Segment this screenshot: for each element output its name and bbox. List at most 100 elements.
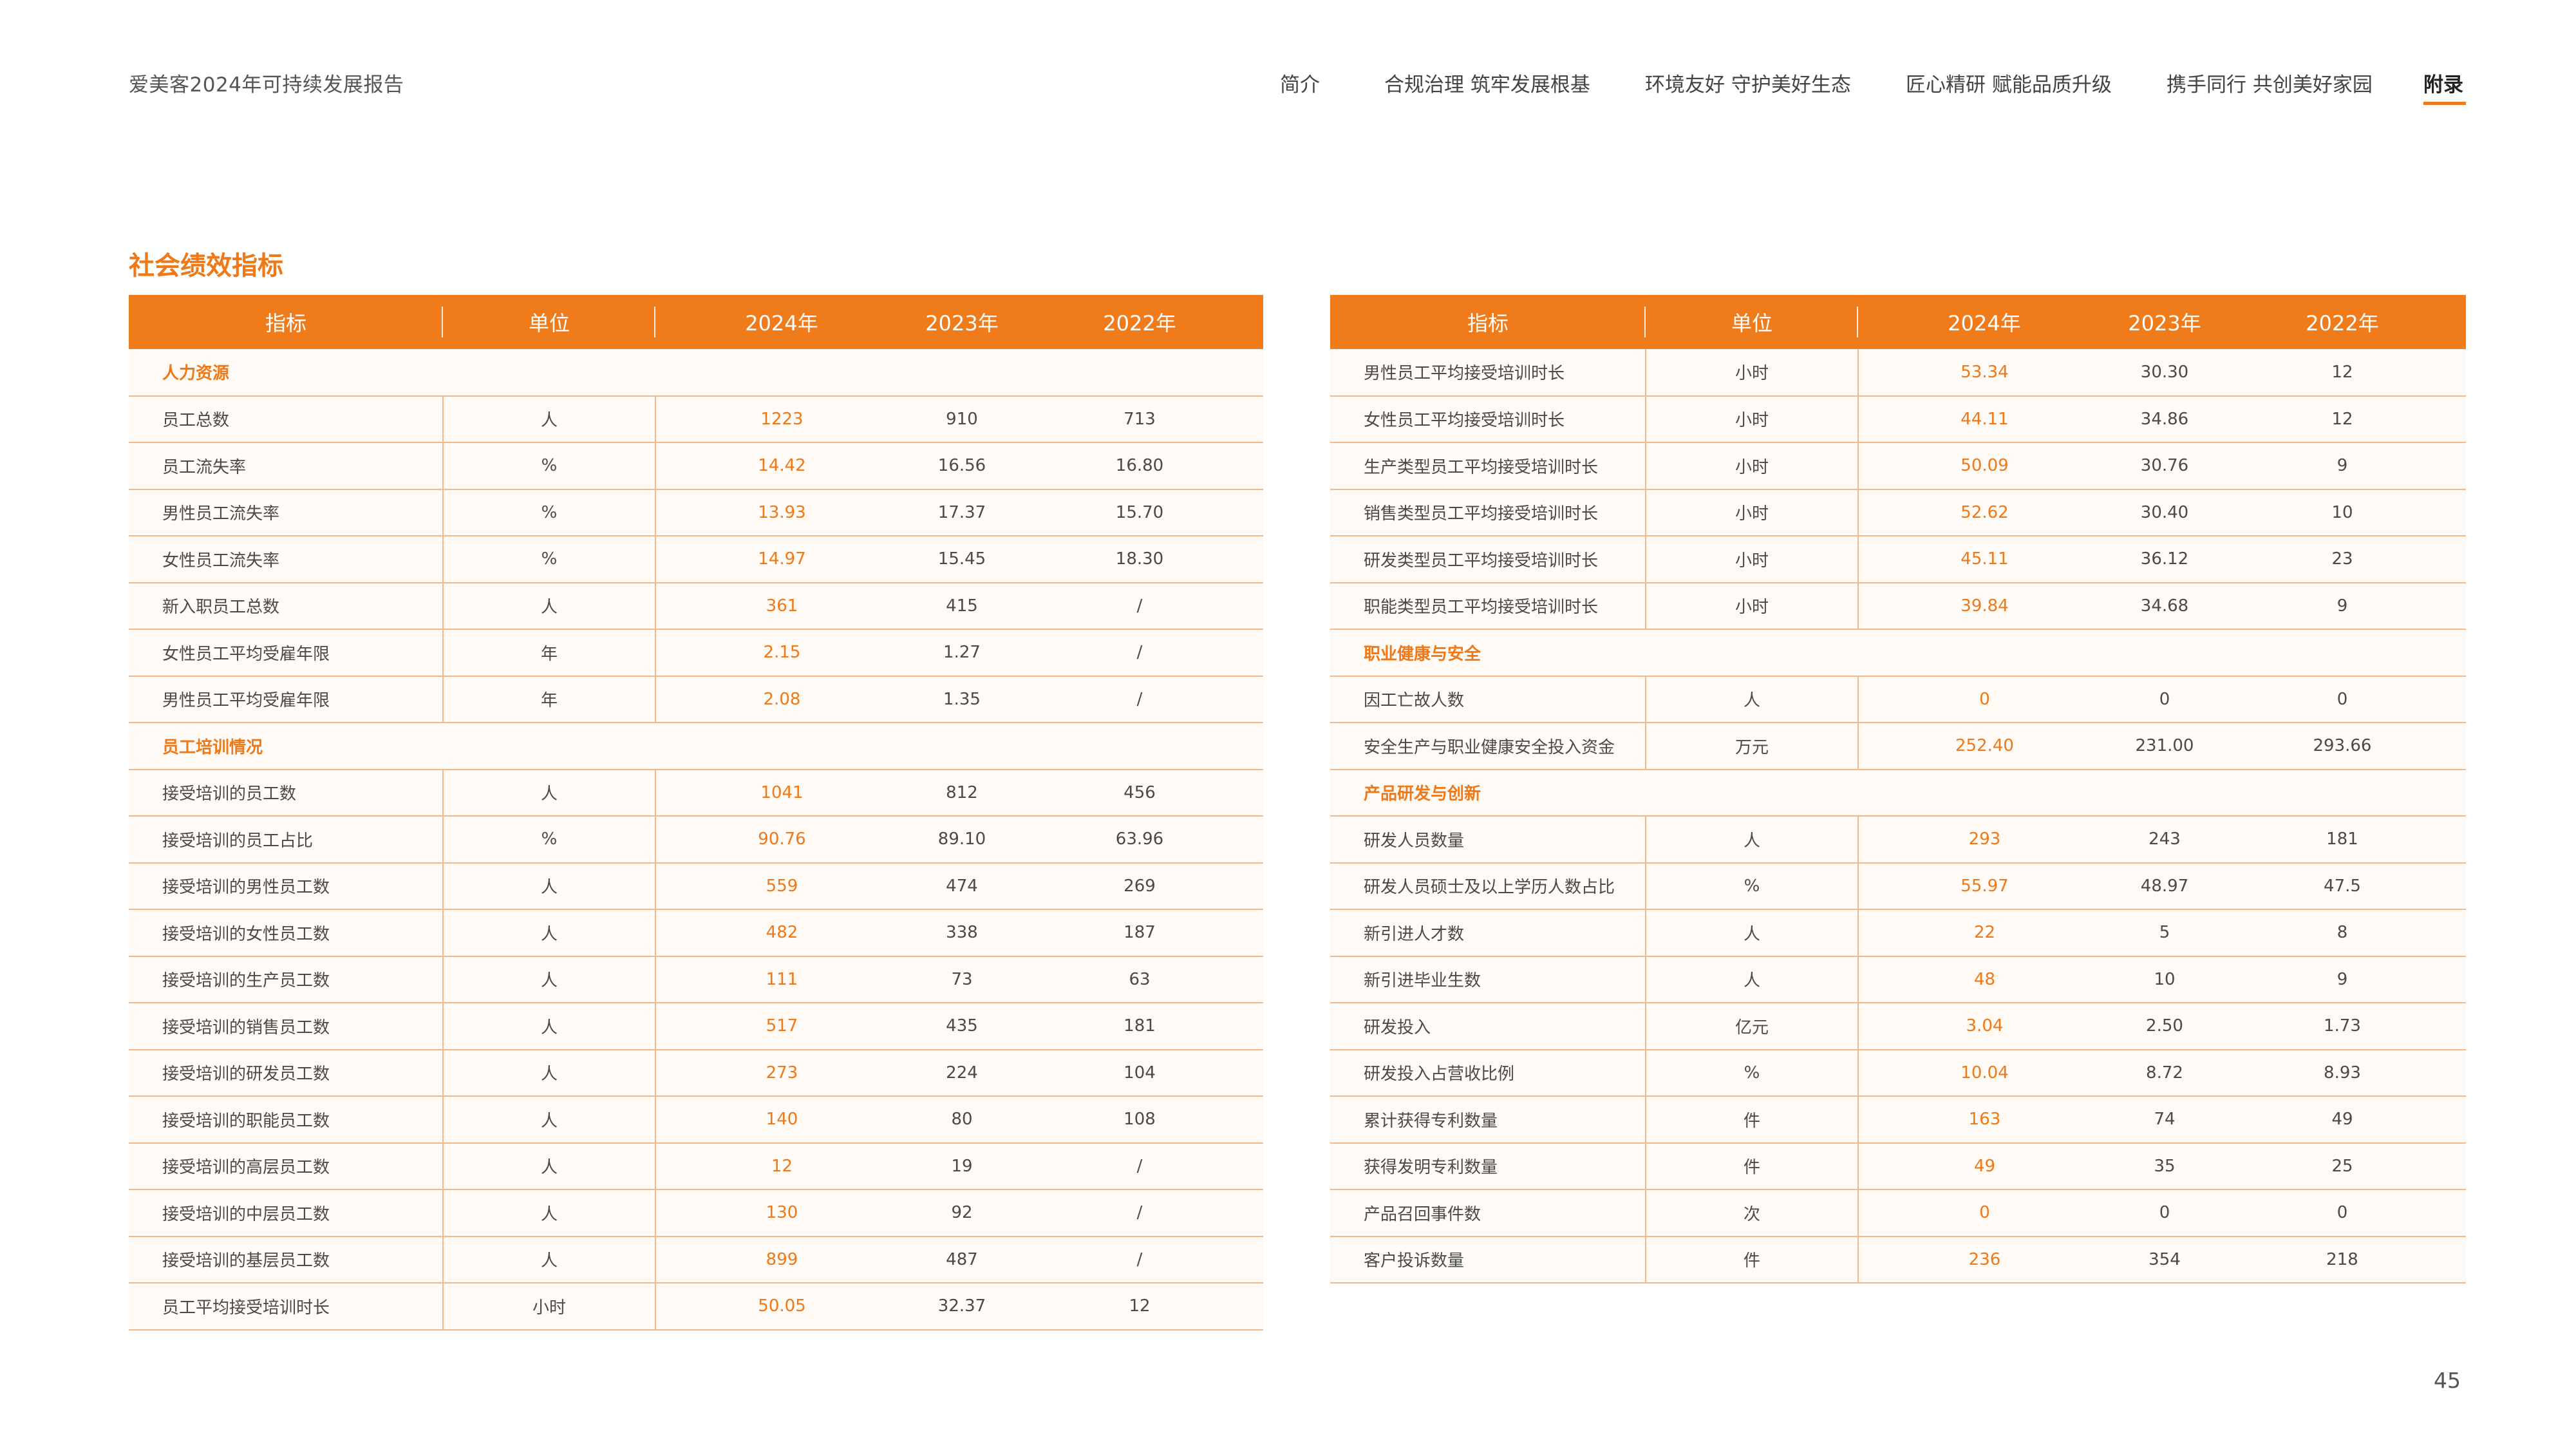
value-2024-cell: 1223	[655, 395, 908, 443]
table-row: 男性员工平均接受培训时长 小时 53.34 30.30 12	[1330, 349, 2466, 397]
category-label: 职业健康与安全	[1330, 629, 2466, 677]
value-2024-cell: 3.04	[1858, 1003, 2111, 1050]
value-2024-cell: 111	[655, 956, 908, 1003]
value-2024-cell: 49	[1858, 1142, 2111, 1190]
value-2022-cell: 293.66	[2219, 723, 2466, 770]
value-2024-cell: 559	[655, 862, 908, 910]
value-2022-cell: /	[1016, 1189, 1263, 1237]
column-header-2024: 2024年	[745, 311, 818, 336]
nav-governance[interactable]: 合规治理 筑牢发展根基	[1384, 73, 1590, 97]
value-2022-cell: 181	[2219, 816, 2466, 864]
value-2022-cell: 12	[2219, 349, 2466, 397]
indicator-name-cell: 接受培训的生产员工数	[129, 956, 444, 1003]
indicator-name-cell: 员工流失率	[129, 442, 444, 490]
value-2023-cell: 487	[908, 1236, 1016, 1283]
unit-cell: 次	[1646, 1189, 1859, 1237]
value-2023-cell: 30.30	[2111, 349, 2219, 397]
table-row: 接受培训的基层员工数人 899 487/	[129, 1236, 1263, 1283]
nav-appendix[interactable]: 附录	[2423, 73, 2463, 97]
table-row: 新引进毕业生数人 48 10 9	[1330, 956, 2466, 1003]
value-2023-cell: 35	[2111, 1142, 2219, 1190]
value-2022-cell: 8.93	[2219, 1049, 2466, 1097]
column-header-indicator: 指标	[1330, 295, 1646, 349]
unit-cell: 人	[443, 1236, 656, 1283]
nav-environment[interactable]: 环境友好 守护美好生态	[1645, 73, 1851, 97]
unit-cell: 件	[1646, 1096, 1859, 1144]
table-row: 接受培训的员工数人 1041 812 456	[129, 769, 1263, 817]
value-2022-cell: /	[1016, 582, 1263, 630]
indicator-name-cell: 客户投诉数量	[1330, 1236, 1646, 1283]
table-row: 员工流失率% 14.42 16.56 16.80	[129, 442, 1263, 490]
value-2023-cell: 2.50	[2111, 1003, 2219, 1050]
value-2024-cell: 2.08	[655, 676, 908, 723]
table-row: 因工亡故人数人 0 0 0	[1330, 676, 2466, 723]
value-2023-cell: 474	[908, 862, 1016, 910]
value-2023-cell: 30.40	[2111, 489, 2219, 536]
table-row: 获得发明专利数量件 49 35 25	[1330, 1142, 2466, 1190]
nav-community[interactable]: 携手同行 共创美好家园	[2167, 73, 2373, 97]
indicator-name-cell: 女性员工平均接受培训时长	[1330, 395, 1646, 443]
unit-cell: 人	[443, 1142, 656, 1190]
category-row: 职业健康与安全	[1330, 629, 2466, 677]
unit-cell: 人	[1646, 956, 1859, 1003]
unit-cell: 小时	[1646, 536, 1859, 583]
table-row: 接受培训的研发员工数人 273 224 104	[129, 1049, 1263, 1097]
nav-intro[interactable]: 简介	[1280, 73, 1320, 97]
table-row: 接受培训的女性员工数人 482 338 187	[129, 909, 1263, 957]
unit-cell: 人	[1646, 909, 1859, 957]
value-2022-cell: /	[1016, 676, 1263, 723]
value-2023-cell: 32.37	[908, 1283, 1016, 1331]
indicator-name-cell: 接受培训的员工数	[129, 769, 444, 817]
unit-cell: 小时	[1646, 395, 1859, 443]
value-2024-cell: 14.97	[655, 536, 908, 583]
category-label: 产品研发与创新	[1330, 769, 2466, 817]
category-row: 产品研发与创新	[1330, 769, 2466, 817]
indicator-name-cell: 新入职员工总数	[129, 582, 444, 630]
value-2024-cell: 1041	[655, 769, 908, 817]
value-2022-cell: 8	[2219, 909, 2466, 957]
value-2024-cell: 482	[655, 909, 908, 957]
value-2022-cell: 218	[2219, 1236, 2466, 1283]
value-2024-cell: 236	[1858, 1236, 2111, 1283]
unit-cell: 小时	[443, 1283, 656, 1331]
indicator-name-cell: 接受培训的女性员工数	[129, 909, 444, 957]
table-row: 安全生产与职业健康安全投入资金 万元 252.40 231.00 293.66	[1330, 723, 2466, 770]
table-row: 研发人员硕士及以上学历人数占比% 55.97 48.97 47.5	[1330, 862, 2466, 910]
category-row: 员工培训情况	[129, 723, 1263, 770]
table-row: 女性员工流失率% 14.97 15.45 18.30	[129, 536, 1263, 583]
unit-cell: 年	[443, 676, 656, 723]
unit-cell: 件	[1646, 1236, 1859, 1283]
value-2022-cell: 9	[2219, 442, 2466, 490]
value-2022-cell: 269	[1016, 862, 1263, 910]
value-2022-cell: 456	[1016, 769, 1263, 817]
unit-cell: %	[1646, 862, 1859, 910]
value-2023-cell: 812	[908, 769, 1016, 817]
indicator-name-cell: 接受培训的员工占比	[129, 816, 444, 864]
column-header-2024: 2024年	[1948, 311, 2021, 336]
value-2023-cell: 10	[2111, 956, 2219, 1003]
table-row: 销售类型员工平均接受培训时长 小时 52.62 30.40 10	[1330, 489, 2466, 536]
indicator-name-cell: 获得发明专利数量	[1330, 1142, 1646, 1190]
indicator-name-cell: 研发投入	[1330, 1003, 1646, 1050]
unit-cell: 人	[443, 956, 656, 1003]
table-row: 研发投入 亿元 3.04 2.50 1.73	[1330, 1003, 2466, 1050]
unit-cell: 人	[443, 862, 656, 910]
section-title: 社会绩效指标	[129, 251, 283, 281]
indicator-name-cell: 员工总数	[129, 395, 444, 443]
indicator-name-cell: 女性员工流失率	[129, 536, 444, 583]
nav-quality[interactable]: 匠心精研 赋能品质升级	[1906, 73, 2112, 97]
unit-cell: 年	[443, 629, 656, 677]
value-2024-cell: 53.34	[1858, 349, 2111, 397]
indicator-name-cell: 研发投入占营收比例	[1330, 1049, 1646, 1097]
value-2023-cell: 0	[2111, 676, 2219, 723]
value-2022-cell: 23	[2219, 536, 2466, 583]
table-row: 研发类型员工平均接受培训时长 小时 45.11 36.12 23	[1330, 536, 2466, 583]
indicator-name-cell: 职能类型员工平均接受培训时长	[1330, 582, 1646, 630]
column-header-unit: 单位	[1646, 295, 1858, 349]
column-header-2023: 2023年	[2128, 311, 2201, 336]
value-2024-cell: 44.11	[1858, 395, 2111, 443]
table-row: 员工平均接受培训时长 小时 50.05 32.37 12	[129, 1283, 1263, 1331]
value-2022-cell: 63	[1016, 956, 1263, 1003]
value-2024-cell: 0	[1858, 1189, 2111, 1237]
table-row: 累计获得专利数量件 163 74 49	[1330, 1096, 2466, 1144]
